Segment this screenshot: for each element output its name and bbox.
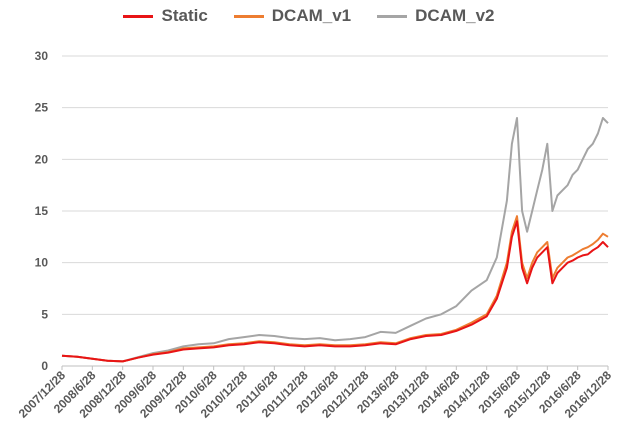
series-line-dcam-v2 (61, 117, 609, 363)
legend-label-static: Static (161, 6, 208, 25)
y-tick-label: 10 (35, 256, 49, 270)
y-tick-label: 30 (35, 49, 49, 63)
legend-swatch-static (123, 14, 154, 18)
series-lines (61, 117, 609, 363)
gridlines (62, 55, 608, 367)
y-tick-label: 15 (35, 204, 49, 218)
y-tick-label: 20 (35, 152, 49, 166)
legend-item-dcam-v1: DCAM_v1 (233, 6, 352, 26)
legend-swatch-dcam-v2 (377, 14, 408, 18)
legend-swatch-dcam-v1 (233, 14, 264, 18)
legend: Static DCAM_v1 DCAM_v2 (0, 6, 618, 26)
legend-item-dcam-v2: DCAM_v2 (377, 6, 495, 26)
y-tick-label: 5 (41, 307, 48, 321)
y-axis: 0 5 10 15 20 25 30 (35, 49, 49, 373)
legend-label-dcam-v2: DCAM_v2 (415, 6, 495, 25)
legend-label-dcam-v1: DCAM_v1 (271, 6, 352, 25)
series-line-static (61, 220, 609, 363)
y-tick-label: 25 (35, 101, 49, 115)
x-axis: 2007/12/282008/6/282008/12/282009/6/2820… (16, 366, 614, 421)
y-tick-label: 0 (41, 359, 48, 373)
legend-item-static: Static (123, 6, 208, 26)
